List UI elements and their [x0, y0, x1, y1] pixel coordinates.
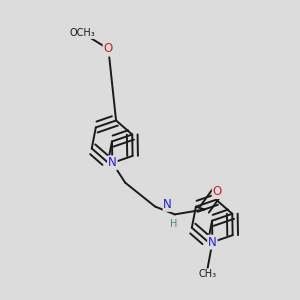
Text: CH₃: CH₃ — [198, 269, 217, 279]
Text: N: N — [208, 236, 217, 249]
Text: O: O — [104, 42, 113, 56]
Text: H: H — [169, 219, 177, 229]
Text: OCH₃: OCH₃ — [70, 28, 95, 38]
Text: N: N — [163, 198, 172, 212]
Text: OCH₃: OCH₃ — [70, 28, 95, 38]
Text: O: O — [213, 185, 222, 198]
Text: N: N — [108, 156, 117, 170]
Text: O: O — [104, 42, 113, 56]
